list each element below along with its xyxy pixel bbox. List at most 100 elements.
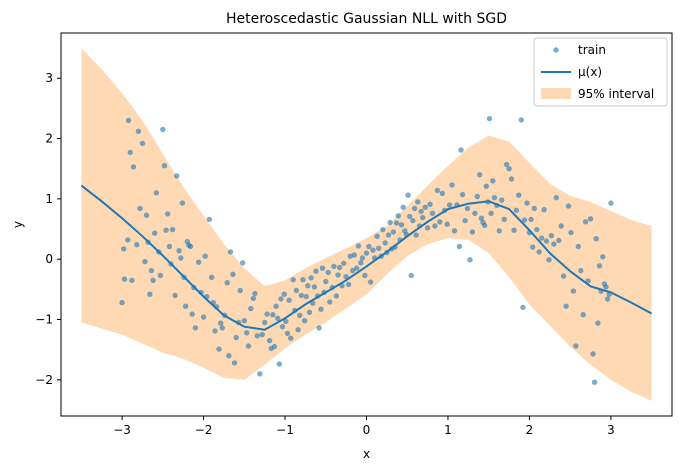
scatter-point: [354, 265, 360, 271]
scatter-point: [240, 260, 246, 266]
scatter-point: [250, 295, 256, 302]
scatter-point: [418, 208, 424, 215]
scatter-point: [458, 147, 464, 153]
scatter-point: [516, 192, 522, 198]
scatter-point: [462, 217, 468, 224]
scatter-point: [429, 210, 436, 216]
scatter-point: [209, 274, 215, 280]
scatter-point: [563, 303, 569, 309]
scatter-point: [331, 263, 337, 270]
scatter-point: [608, 200, 614, 206]
scatter-point: [143, 212, 150, 218]
x-axis: −3 −2 −1 0 1 2 3: [113, 416, 615, 437]
scatter-point: [437, 219, 443, 225]
scatter-point: [603, 284, 609, 290]
scatter-point: [119, 299, 125, 306]
scatter-point: [405, 192, 411, 198]
scatter-point: [325, 269, 331, 276]
scatter-point: [245, 343, 252, 349]
scatter-point: [308, 275, 314, 281]
scatter-point: [451, 228, 458, 234]
scatter-point: [556, 237, 562, 244]
scatter-point: [336, 264, 343, 271]
scatter-point: [129, 277, 135, 283]
scatter-point: [521, 217, 528, 223]
scatter-point: [408, 272, 414, 279]
scatter-point: [551, 241, 557, 247]
scatter-point: [486, 115, 493, 122]
scatter-point: [400, 204, 406, 210]
scatter-point: [306, 309, 313, 315]
scatter-point: [553, 195, 559, 201]
scatter-point: [347, 253, 353, 259]
scatter-point: [298, 292, 304, 299]
scatter-point: [491, 195, 498, 201]
scatter-point: [206, 216, 212, 223]
scatter-point: [157, 272, 164, 279]
scatter-point: [121, 246, 127, 252]
y-tick-label: 0: [45, 252, 53, 266]
scatter-point: [367, 279, 374, 285]
scatter-point: [275, 315, 281, 321]
legend-marker-band: [541, 88, 571, 99]
scatter-point: [439, 190, 445, 197]
scatter-point: [237, 287, 243, 294]
scatter-point: [351, 252, 357, 258]
scatter-point: [257, 371, 263, 377]
scatter-point: [548, 233, 555, 239]
scatter-point: [139, 140, 146, 147]
scatter-point: [165, 211, 171, 217]
scatter-point: [262, 319, 268, 326]
scatter-point: [259, 331, 265, 338]
legend-label-train: train: [578, 43, 606, 57]
scatter-point: [174, 173, 180, 179]
scatter-point: [327, 299, 333, 305]
scatter-point: [241, 318, 247, 324]
y-tick-label: −1: [35, 312, 53, 326]
x-tick-label: 0: [363, 423, 371, 437]
scatter-point: [286, 297, 292, 303]
scatter-point: [370, 247, 376, 253]
scatter-point: [499, 197, 505, 203]
scatter-point: [413, 232, 419, 238]
scatter-point: [420, 214, 426, 221]
scatter-point: [518, 117, 524, 123]
scatter-point: [276, 361, 282, 367]
scatter-point: [244, 330, 250, 336]
scatter-point: [508, 176, 515, 182]
scatter-point: [134, 242, 140, 248]
scatter-point: [503, 161, 510, 168]
scatter-point: [226, 353, 232, 359]
scatter-point: [316, 325, 322, 331]
scatter-point: [281, 291, 287, 297]
x-tick-label: −2: [195, 423, 213, 437]
scatter-point: [359, 255, 366, 261]
scatter-point: [219, 325, 225, 331]
scatter-point: [218, 320, 224, 326]
scatter-point: [189, 311, 195, 317]
scatter-point: [434, 187, 441, 194]
scatter-point: [382, 240, 388, 246]
scatter-point: [366, 243, 372, 250]
scatter-point: [178, 255, 184, 261]
scatter-point: [543, 238, 550, 244]
legend-label-band: 95% interval: [578, 87, 654, 101]
scatter-point: [278, 296, 284, 302]
scatter-point: [270, 312, 276, 318]
scatter-point: [283, 318, 289, 324]
scatter-point: [335, 272, 341, 278]
scatter-point: [573, 343, 579, 349]
scatter-point: [333, 293, 340, 299]
y-axis: −2 −1 0 1 2 3: [35, 71, 61, 387]
scatter-point: [288, 335, 294, 341]
y-tick-label: 2: [45, 132, 53, 146]
scatter-point: [570, 288, 577, 294]
scatter-point: [390, 229, 397, 235]
y-axis-label: y: [11, 221, 25, 228]
scatter-point: [596, 263, 603, 269]
scatter-point: [319, 265, 326, 271]
scatter-point: [530, 244, 536, 250]
scatter-point: [254, 333, 260, 339]
scatter-point: [474, 193, 480, 200]
